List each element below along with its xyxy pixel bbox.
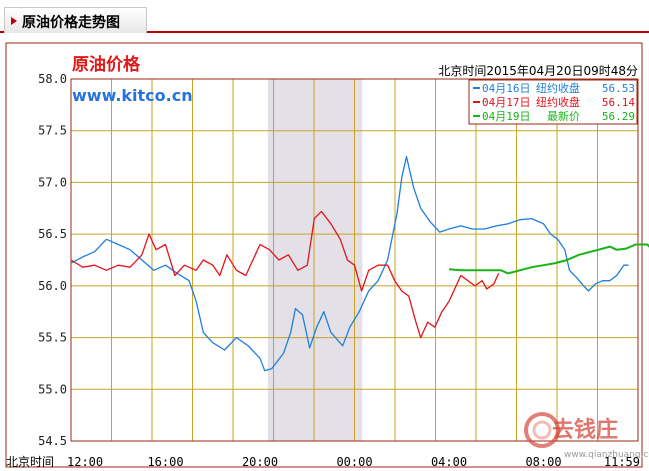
x-tick-label: 04:00 [431,455,467,469]
legend-series-value: 56.53 [602,82,635,95]
tab-oil-price-chart[interactable]: 原油价格走势图 [4,7,147,33]
legend-box [468,79,638,125]
logo-icon [524,412,560,448]
tab-bar: 原油价格走势图 [0,0,649,33]
y-tick-label: 57.0 [38,175,67,189]
x-axis-title: 北京时间 [6,455,54,469]
legend-series-name: 04月19日 [482,110,531,123]
chart-frame [5,42,643,468]
watermark-logo: 去钱庄 www.qianzhuang.com [522,400,649,466]
x-tick-label: 08:00 [525,455,561,469]
x-tick-label: 12:00 [67,455,103,469]
legend-series-name: 04月17日 [482,96,531,109]
y-tick-label: 56.5 [38,227,67,241]
legend-series-value: 56.29 [602,110,635,123]
y-tick-label: 58.0 [38,72,67,86]
y-tick-label: 54.5 [38,434,67,448]
y-tick-label: 57.5 [38,124,67,138]
y-tick-label: 56.0 [38,279,67,293]
legend-series-value: 56.14 [602,96,635,109]
x-tick-label: 00:00 [336,455,372,469]
legend-series-name: 04月16日 [482,82,531,95]
watermark-text: 去钱庄 [552,417,619,443]
shaded-region [267,79,363,441]
x-tick-label: 20:00 [242,455,278,469]
x-tick-label: 16:00 [147,455,183,469]
tab-arrow-icon [11,17,17,25]
timestamp: 北京时间2015年04月20日09时48分 [438,64,638,78]
y-tick-label: 55.5 [38,331,67,345]
watermark-url: www.qianzhuang.com [564,450,649,460]
y-tick-label: 55.0 [38,382,67,396]
series-line [70,155,629,372]
tab-title: 原油价格走势图 [22,15,120,31]
series-line [70,210,500,339]
site-url: www.kitco.cn [72,86,193,105]
legend-series-label: 纽约收盘 [536,95,580,109]
legend-series-label: 纽约收盘 [536,81,580,95]
series-line [448,243,649,275]
chart-title: 原油价格 [72,54,141,75]
x-tick-label: 11:59 [604,455,640,469]
legend-series-label: 最新价 [547,109,580,123]
